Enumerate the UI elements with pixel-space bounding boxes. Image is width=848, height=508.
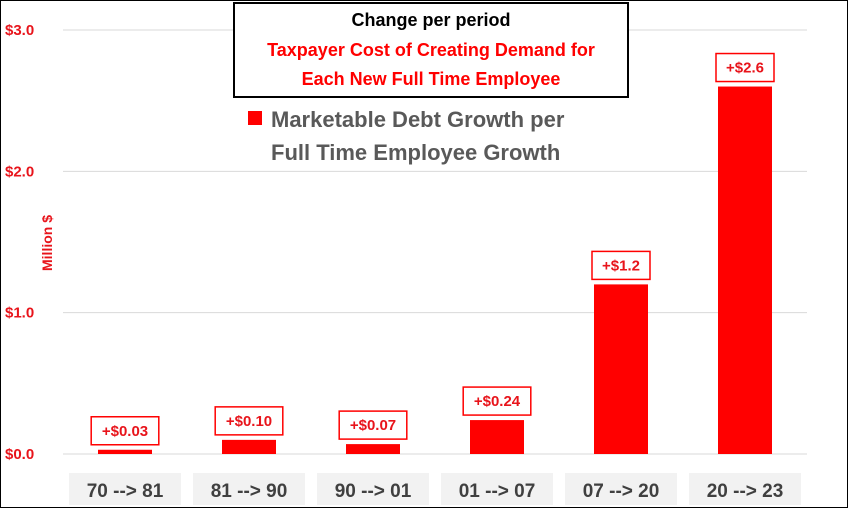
legend-label-line1: Marketable Debt Growth per	[271, 107, 565, 132]
y-tick-label: $1.0	[5, 305, 34, 322]
data-label-box	[338, 410, 408, 440]
category-label: 81 --> 90	[211, 481, 288, 502]
legend-label-line2: Full Time Employee Growth	[271, 140, 560, 165]
chart-subtitle-line1: Taxpayer Cost of Creating Demand for	[267, 40, 595, 60]
data-label-box	[715, 52, 775, 83]
legend-swatch	[248, 111, 262, 125]
category-label-background	[689, 473, 801, 505]
category-label-background	[317, 473, 429, 505]
y-tick-label: $3.0	[5, 22, 34, 39]
data-label: +$0.24	[474, 393, 521, 410]
data-label-box	[214, 406, 284, 436]
y-tick-label: $2.0	[5, 163, 34, 180]
y-axis-title: Million $	[39, 215, 55, 271]
data-label: +$0.10	[226, 413, 272, 430]
data-label-box	[90, 416, 160, 446]
category-label: 01 --> 07	[459, 481, 536, 502]
chart-subtitle-line2: Each New Full Time Employee	[302, 69, 561, 89]
legend: Marketable Debt Growth per Full Time Emp…	[248, 107, 565, 165]
data-labels: +$0.03 +$0.10 +$0.07 +$0.24 +$1.2 +$2.6	[90, 52, 775, 446]
category-label-background	[441, 473, 553, 505]
bars	[98, 86, 772, 455]
data-label-box	[462, 386, 532, 416]
data-label: +$0.03	[102, 423, 148, 440]
category-label: 90 --> 01	[335, 481, 412, 502]
data-label: +$2.6	[726, 60, 764, 77]
category-label: 07 --> 20	[583, 481, 660, 502]
category-label-background	[193, 473, 305, 505]
bar	[98, 449, 152, 454]
category-label-background	[69, 473, 181, 505]
bar	[346, 444, 400, 454]
bar	[594, 284, 648, 454]
y-axis: $0.0 $1.0 $2.0 $3.0	[5, 22, 34, 463]
x-axis: 70 --> 81 81 --> 90 90 --> 01 01 --> 07 07 -…	[69, 473, 801, 505]
data-label-box	[591, 250, 651, 281]
y-tick-label: $0.0	[5, 446, 34, 463]
bar	[718, 86, 772, 455]
bar	[222, 439, 276, 454]
bar	[470, 420, 524, 454]
data-label: +$1.2	[602, 257, 640, 274]
category-label: 70 --> 81	[87, 481, 164, 502]
category-label: 20 --> 23	[707, 481, 784, 502]
title-box: Change per period Taxpayer Cost of Creat…	[233, 2, 629, 98]
chart-title: Change per period	[351, 10, 510, 30]
data-label: +$0.07	[350, 417, 396, 434]
category-label-background	[565, 473, 677, 505]
